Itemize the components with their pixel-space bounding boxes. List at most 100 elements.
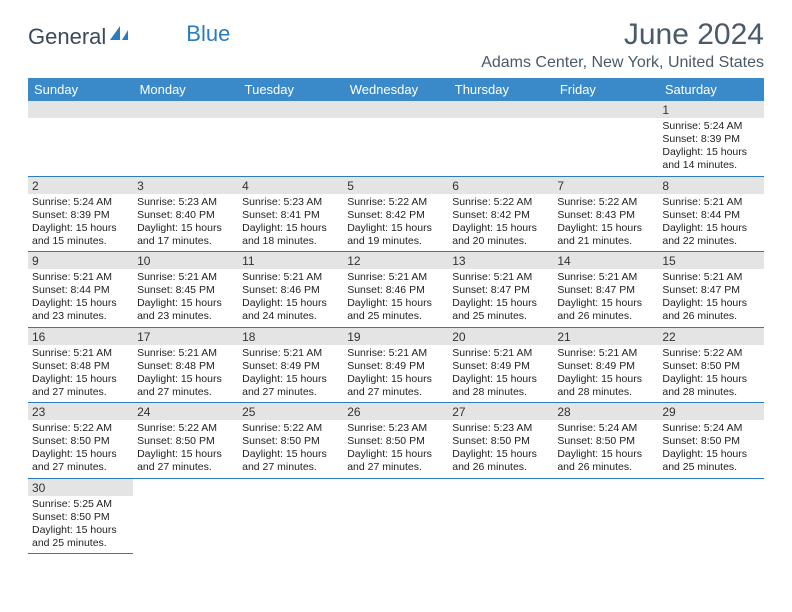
calendar-cell: 9Sunrise: 5:21 AMSunset: 8:44 PMDaylight… [28, 252, 133, 328]
calendar-cell: 4Sunrise: 5:23 AMSunset: 8:41 PMDaylight… [238, 176, 343, 252]
calendar-week-row: 1Sunrise: 5:24 AMSunset: 8:39 PMDaylight… [28, 101, 764, 176]
day-number: 8 [658, 177, 763, 194]
calendar-cell: 27Sunrise: 5:23 AMSunset: 8:50 PMDayligh… [448, 403, 553, 479]
day-details: Sunrise: 5:21 AMSunset: 8:44 PMDaylight:… [28, 269, 133, 327]
calendar-cell [238, 478, 343, 554]
day-details: Sunrise: 5:22 AMSunset: 8:42 PMDaylight:… [343, 194, 448, 252]
day-details: Sunrise: 5:21 AMSunset: 8:49 PMDaylight:… [448, 345, 553, 403]
day-number: 26 [343, 403, 448, 420]
day-details: Sunrise: 5:22 AMSunset: 8:42 PMDaylight:… [448, 194, 553, 252]
calendar-week-row: 16Sunrise: 5:21 AMSunset: 8:48 PMDayligh… [28, 327, 764, 403]
calendar-cell: 16Sunrise: 5:21 AMSunset: 8:48 PMDayligh… [28, 327, 133, 403]
day-number: 28 [553, 403, 658, 420]
day-number: 23 [28, 403, 133, 420]
day-details: Sunrise: 5:22 AMSunset: 8:50 PMDaylight:… [658, 345, 763, 403]
calendar-week-row: 23Sunrise: 5:22 AMSunset: 8:50 PMDayligh… [28, 403, 764, 479]
calendar-cell: 3Sunrise: 5:23 AMSunset: 8:40 PMDaylight… [133, 176, 238, 252]
calendar-week-row: 30Sunrise: 5:25 AMSunset: 8:50 PMDayligh… [28, 478, 764, 554]
day-details: Sunrise: 5:21 AMSunset: 8:44 PMDaylight:… [658, 194, 763, 252]
calendar-cell: 14Sunrise: 5:21 AMSunset: 8:47 PMDayligh… [553, 252, 658, 328]
day-details: Sunrise: 5:22 AMSunset: 8:50 PMDaylight:… [133, 420, 238, 478]
day-number: 20 [448, 328, 553, 345]
day-number: 25 [238, 403, 343, 420]
col-wednesday: Wednesday [343, 78, 448, 101]
calendar-cell: 15Sunrise: 5:21 AMSunset: 8:47 PMDayligh… [658, 252, 763, 328]
calendar-cell: 22Sunrise: 5:22 AMSunset: 8:50 PMDayligh… [658, 327, 763, 403]
calendar-cell: 24Sunrise: 5:22 AMSunset: 8:50 PMDayligh… [133, 403, 238, 479]
col-saturday: Saturday [658, 78, 763, 101]
calendar-cell [553, 101, 658, 176]
col-sunday: Sunday [28, 78, 133, 101]
day-number: 29 [658, 403, 763, 420]
location-text: Adams Center, New York, United States [481, 54, 764, 72]
day-details: Sunrise: 5:23 AMSunset: 8:40 PMDaylight:… [133, 194, 238, 252]
day-details: Sunrise: 5:21 AMSunset: 8:48 PMDaylight:… [133, 345, 238, 403]
day-number: 19 [343, 328, 448, 345]
day-details: Sunrise: 5:24 AMSunset: 8:50 PMDaylight:… [658, 420, 763, 478]
day-details: Sunrise: 5:21 AMSunset: 8:49 PMDaylight:… [343, 345, 448, 403]
calendar-cell [238, 101, 343, 176]
day-number: 9 [28, 252, 133, 269]
day-details: Sunrise: 5:25 AMSunset: 8:50 PMDaylight:… [28, 496, 133, 554]
calendar-body: 1 Sunrise: 5:24 AMSunset: 8:39 PMDaylight… [28, 101, 764, 554]
calendar-table: Sunday Monday Tuesday Wednesday Thursday… [28, 78, 764, 554]
calendar-page: General Blue June 2024 Adams Center, New… [0, 0, 792, 554]
calendar-cell [448, 101, 553, 176]
day-number: 1 [658, 101, 763, 118]
calendar-cell: 18Sunrise: 5:21 AMSunset: 8:49 PMDayligh… [238, 327, 343, 403]
day-details: Sunrise: 5:21 AMSunset: 8:47 PMDaylight:… [553, 269, 658, 327]
calendar-cell: 10Sunrise: 5:21 AMSunset: 8:45 PMDayligh… [133, 252, 238, 328]
calendar-cell: 13Sunrise: 5:21 AMSunset: 8:47 PMDayligh… [448, 252, 553, 328]
col-thursday: Thursday [448, 78, 553, 101]
day-number: 6 [448, 177, 553, 194]
calendar-cell: 1Sunrise: 5:24 AMSunset: 8:39 PMDaylight… [658, 101, 763, 176]
logo-sail-icon [108, 22, 134, 48]
logo: General Blue [28, 24, 230, 50]
col-friday: Friday [553, 78, 658, 101]
calendar-cell: 21Sunrise: 5:21 AMSunset: 8:49 PMDayligh… [553, 327, 658, 403]
title-block: June 2024 Adams Center, New York, United… [481, 18, 764, 72]
calendar-cell: 7Sunrise: 5:22 AMSunset: 8:43 PMDaylight… [553, 176, 658, 252]
calendar-cell [343, 101, 448, 176]
day-details: Sunrise: 5:22 AMSunset: 8:43 PMDaylight:… [553, 194, 658, 252]
day-header-row: Sunday Monday Tuesday Wednesday Thursday… [28, 78, 764, 101]
day-number: 15 [658, 252, 763, 269]
calendar-cell [133, 101, 238, 176]
day-details: Sunrise: 5:24 AMSunset: 8:50 PMDaylight:… [553, 420, 658, 478]
day-number: 4 [238, 177, 343, 194]
logo-text-1: General [28, 24, 106, 50]
page-title: June 2024 [481, 18, 764, 52]
calendar-week-row: 9Sunrise: 5:21 AMSunset: 8:44 PMDaylight… [28, 252, 764, 328]
day-details: Sunrise: 5:21 AMSunset: 8:46 PMDaylight:… [343, 269, 448, 327]
day-number: 27 [448, 403, 553, 420]
col-monday: Monday [133, 78, 238, 101]
day-details: Sunrise: 5:21 AMSunset: 8:49 PMDaylight:… [553, 345, 658, 403]
day-number: 10 [133, 252, 238, 269]
calendar-cell: 26Sunrise: 5:23 AMSunset: 8:50 PMDayligh… [343, 403, 448, 479]
day-number: 16 [28, 328, 133, 345]
calendar-week-row: 2Sunrise: 5:24 AMSunset: 8:39 PMDaylight… [28, 176, 764, 252]
calendar-cell: 2Sunrise: 5:24 AMSunset: 8:39 PMDaylight… [28, 176, 133, 252]
calendar-cell [133, 478, 238, 554]
day-details: Sunrise: 5:21 AMSunset: 8:47 PMDaylight:… [448, 269, 553, 327]
calendar-cell: 28Sunrise: 5:24 AMSunset: 8:50 PMDayligh… [553, 403, 658, 479]
header: General Blue June 2024 Adams Center, New… [28, 18, 764, 72]
day-number: 18 [238, 328, 343, 345]
day-details: Sunrise: 5:23 AMSunset: 8:50 PMDaylight:… [448, 420, 553, 478]
day-number: 11 [238, 252, 343, 269]
day-details: Sunrise: 5:22 AMSunset: 8:50 PMDaylight:… [238, 420, 343, 478]
logo-text-2: Blue [186, 21, 230, 47]
day-details: Sunrise: 5:21 AMSunset: 8:45 PMDaylight:… [133, 269, 238, 327]
calendar-cell [343, 478, 448, 554]
day-number: 24 [133, 403, 238, 420]
day-number: 2 [28, 177, 133, 194]
day-number: 30 [28, 479, 133, 496]
day-details: Sunrise: 5:23 AMSunset: 8:50 PMDaylight:… [343, 420, 448, 478]
day-details: Sunrise: 5:24 AMSunset: 8:39 PMDaylight:… [28, 194, 133, 252]
calendar-cell: 12Sunrise: 5:21 AMSunset: 8:46 PMDayligh… [343, 252, 448, 328]
calendar-cell: 17Sunrise: 5:21 AMSunset: 8:48 PMDayligh… [133, 327, 238, 403]
calendar-cell [553, 478, 658, 554]
day-number: 22 [658, 328, 763, 345]
day-details: Sunrise: 5:21 AMSunset: 8:47 PMDaylight:… [658, 269, 763, 327]
day-number: 7 [553, 177, 658, 194]
